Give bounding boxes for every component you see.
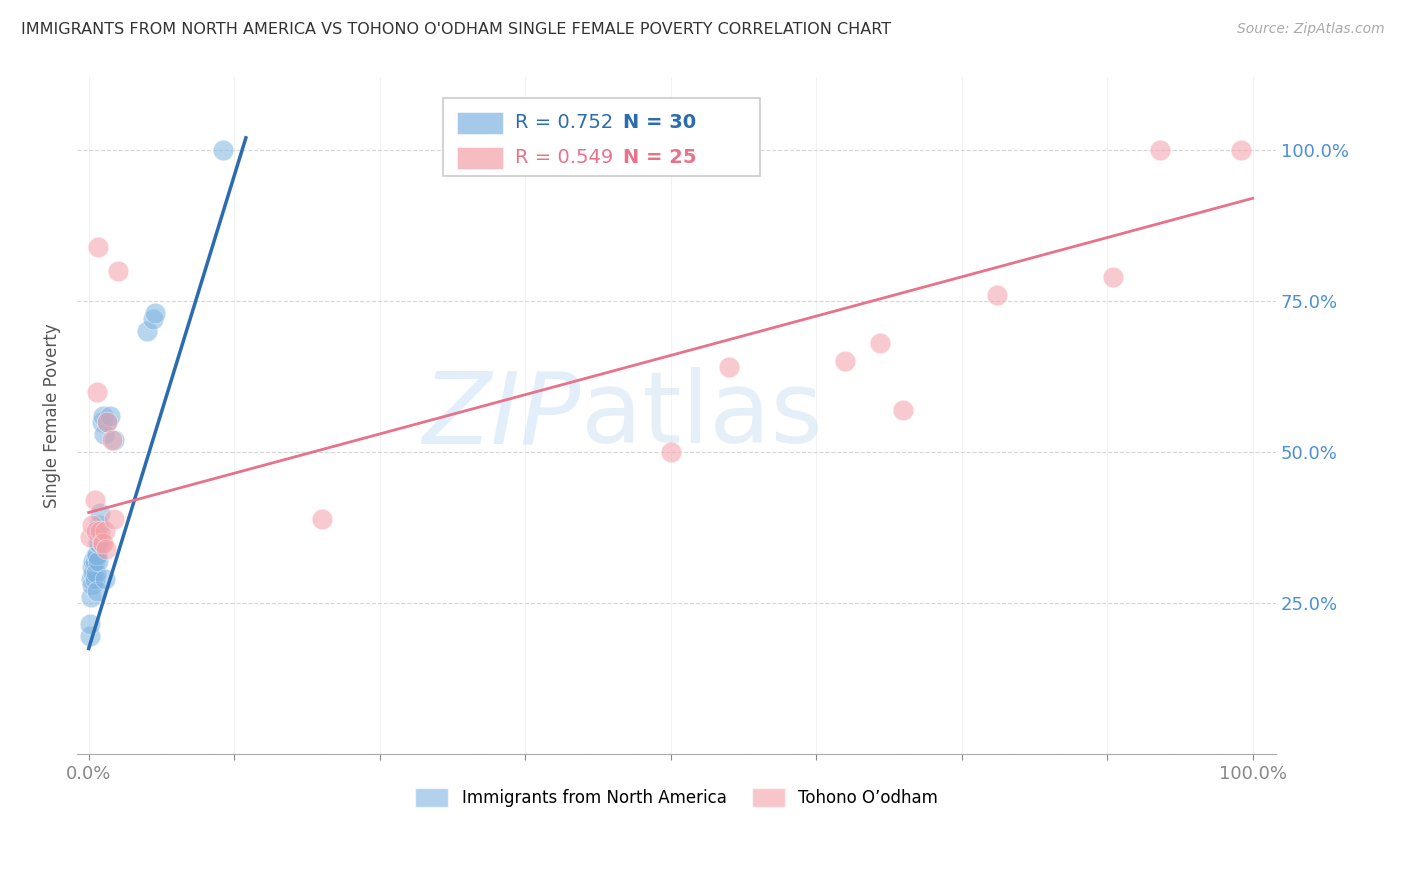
- Point: [86, 548, 108, 562]
- Point: [142, 312, 165, 326]
- Point: [84, 566, 107, 580]
- Point: [101, 433, 124, 447]
- Point: [1149, 143, 1171, 157]
- Point: [84, 548, 107, 562]
- Point: [79, 629, 101, 643]
- Point: [87, 239, 110, 253]
- FancyBboxPatch shape: [443, 98, 761, 176]
- Point: [90, 535, 112, 549]
- Point: [80, 590, 103, 604]
- Point: [87, 535, 110, 549]
- Text: Source: ZipAtlas.com: Source: ZipAtlas.com: [1237, 22, 1385, 37]
- Point: [136, 324, 159, 338]
- Point: [83, 572, 105, 586]
- Point: [79, 617, 101, 632]
- FancyBboxPatch shape: [457, 147, 503, 169]
- Point: [834, 354, 856, 368]
- Point: [659, 445, 682, 459]
- Text: R = 0.752: R = 0.752: [515, 113, 613, 132]
- Point: [89, 524, 111, 538]
- Point: [94, 524, 117, 538]
- Point: [91, 535, 114, 549]
- Point: [82, 560, 104, 574]
- Text: N = 30: N = 30: [623, 113, 696, 132]
- Text: ZIP: ZIP: [422, 368, 581, 465]
- Point: [98, 409, 121, 423]
- Point: [90, 415, 112, 429]
- Legend: Immigrants from North America, Tohono O’odham: Immigrants from North America, Tohono O’…: [408, 781, 945, 814]
- Point: [87, 554, 110, 568]
- Point: [96, 541, 118, 556]
- Point: [89, 535, 111, 549]
- Y-axis label: Single Female Poverty: Single Female Poverty: [44, 324, 60, 508]
- Point: [717, 360, 740, 375]
- Point: [1230, 143, 1253, 157]
- Point: [893, 402, 915, 417]
- Point: [82, 566, 104, 580]
- Text: R = 0.549: R = 0.549: [515, 148, 613, 168]
- Text: atlas: atlas: [581, 368, 823, 465]
- Point: [82, 517, 104, 532]
- Point: [93, 426, 115, 441]
- Point: [311, 511, 333, 525]
- Point: [80, 572, 103, 586]
- Point: [89, 506, 111, 520]
- Point: [96, 415, 118, 429]
- Point: [211, 143, 233, 157]
- Point: [103, 511, 125, 525]
- Point: [82, 554, 104, 568]
- Text: N = 25: N = 25: [623, 148, 696, 168]
- Point: [86, 584, 108, 599]
- Point: [1102, 269, 1125, 284]
- Point: [86, 384, 108, 399]
- Point: [94, 572, 117, 586]
- Point: [107, 264, 129, 278]
- Point: [79, 530, 101, 544]
- Point: [89, 517, 111, 532]
- Point: [869, 336, 891, 351]
- Text: IMMIGRANTS FROM NORTH AMERICA VS TOHONO O'ODHAM SINGLE FEMALE POVERTY CORRELATIO: IMMIGRANTS FROM NORTH AMERICA VS TOHONO …: [21, 22, 891, 37]
- Point: [83, 554, 105, 568]
- FancyBboxPatch shape: [457, 112, 503, 134]
- Point: [986, 288, 1008, 302]
- Point: [91, 409, 114, 423]
- Point: [84, 524, 107, 538]
- Point: [82, 578, 104, 592]
- Point: [143, 306, 166, 320]
- Point: [83, 493, 105, 508]
- Point: [103, 433, 125, 447]
- Point: [96, 415, 118, 429]
